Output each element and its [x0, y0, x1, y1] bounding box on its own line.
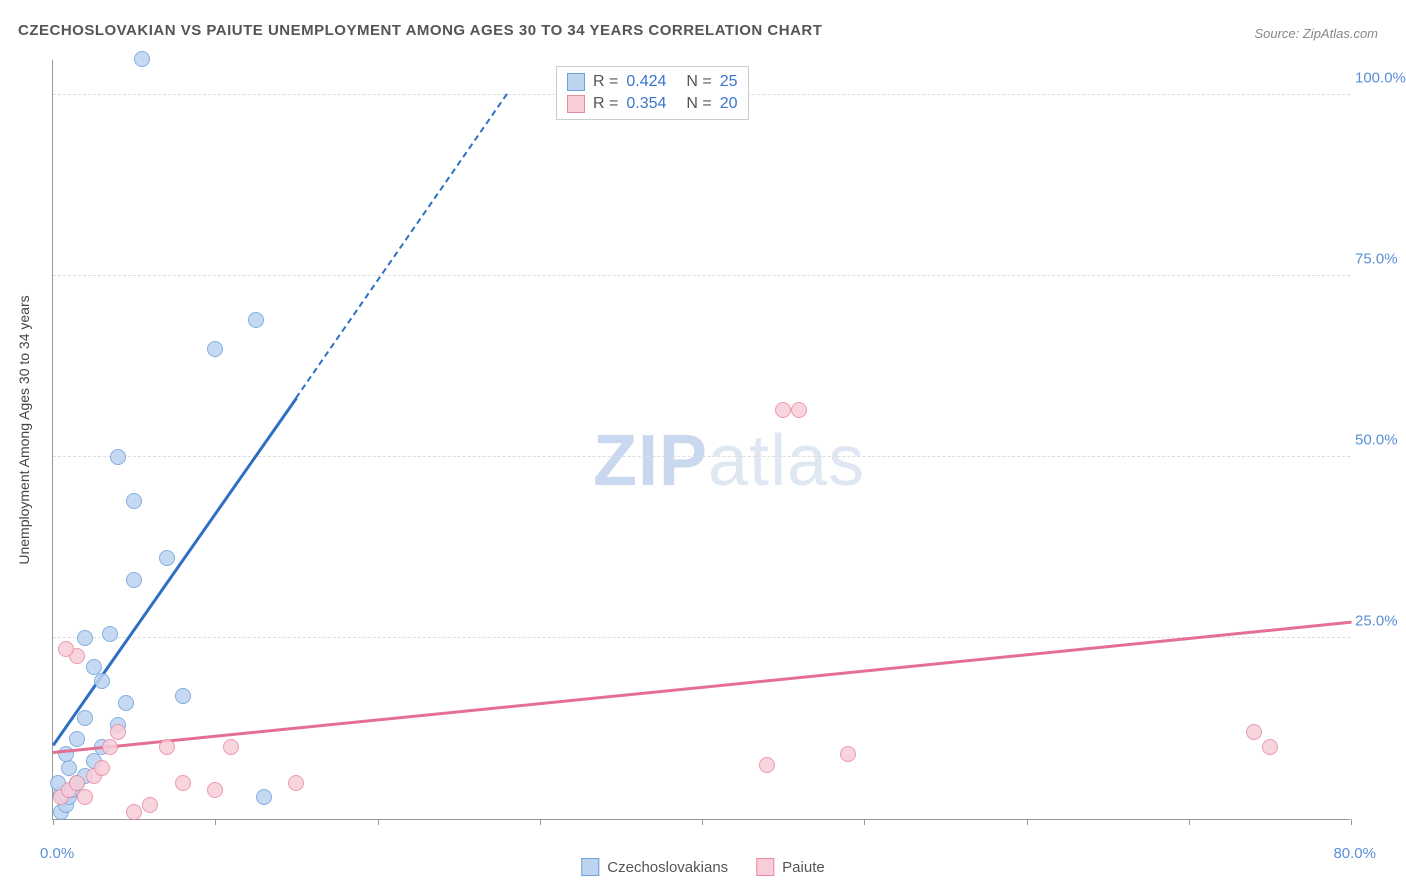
legend-item: Czechoslovakians — [581, 858, 728, 876]
y-tick-label: 25.0% — [1355, 613, 1406, 630]
trend-line-dashed — [296, 94, 509, 399]
x-tick — [1189, 819, 1190, 825]
stat-r-label: R = — [593, 73, 618, 91]
x-tick — [702, 819, 703, 825]
stats-row: R = 0.424 N = 25 — [567, 71, 738, 93]
stat-r-value: 0.354 — [626, 95, 666, 113]
x-tick — [864, 819, 865, 825]
data-point — [775, 402, 791, 418]
data-point — [142, 797, 158, 813]
data-point — [791, 402, 807, 418]
correlation-stats-box: R = 0.424 N = 25 R = 0.354 N = 20 — [556, 66, 749, 120]
trend-line — [53, 621, 1351, 754]
data-point — [159, 739, 175, 755]
data-point — [248, 312, 264, 328]
source-attribution: Source: ZipAtlas.com — [1254, 26, 1378, 41]
y-axis-title: Unemployment Among Ages 30 to 34 years — [16, 295, 32, 564]
legend-label: Czechoslovakians — [607, 859, 728, 876]
data-point — [207, 341, 223, 357]
gridline — [53, 275, 1350, 276]
x-tick — [378, 819, 379, 825]
y-tick-label: 50.0% — [1355, 432, 1406, 449]
watermark-atlas: atlas — [708, 421, 865, 501]
data-point — [77, 789, 93, 805]
data-point — [288, 775, 304, 791]
data-point — [175, 688, 191, 704]
data-point — [126, 493, 142, 509]
data-point — [256, 789, 272, 805]
data-point — [223, 739, 239, 755]
data-point — [134, 51, 150, 67]
y-tick-label: 75.0% — [1355, 251, 1406, 268]
data-point — [840, 746, 856, 762]
x-tick — [1027, 819, 1028, 825]
data-point — [94, 760, 110, 776]
data-point — [126, 572, 142, 588]
x-tick — [540, 819, 541, 825]
data-point — [69, 731, 85, 747]
data-point — [86, 659, 102, 675]
legend-swatch — [581, 858, 599, 876]
data-point — [77, 630, 93, 646]
watermark-zip: ZIP — [593, 421, 708, 501]
data-point — [77, 710, 93, 726]
x-tick — [1351, 819, 1352, 825]
legend: Czechoslovakians Paiute — [581, 858, 824, 876]
plot-area: ZIPatlas 25.0%50.0%75.0%100.0% — [52, 60, 1350, 820]
legend-swatch — [756, 858, 774, 876]
x-axis-max-label: 80.0% — [1333, 845, 1376, 862]
data-point — [1246, 724, 1262, 740]
legend-item: Paiute — [756, 858, 825, 876]
data-point — [102, 626, 118, 642]
stat-r-label: R = — [593, 95, 618, 113]
data-point — [207, 782, 223, 798]
data-point — [102, 739, 118, 755]
data-point — [69, 775, 85, 791]
stat-n-label: N = — [686, 95, 711, 113]
data-point — [58, 641, 74, 657]
data-point — [118, 695, 134, 711]
x-tick — [215, 819, 216, 825]
data-point — [1262, 739, 1278, 755]
x-axis-min-label: 0.0% — [40, 845, 74, 862]
data-point — [126, 804, 142, 820]
chart-title: CZECHOSLOVAKIAN VS PAIUTE UNEMPLOYMENT A… — [18, 22, 822, 39]
data-point — [94, 673, 110, 689]
series-swatch — [567, 73, 585, 91]
stat-r-value: 0.424 — [626, 73, 666, 91]
series-swatch — [567, 95, 585, 113]
data-point — [175, 775, 191, 791]
gridline — [53, 456, 1350, 457]
data-point — [110, 724, 126, 740]
data-point — [110, 449, 126, 465]
data-point — [759, 757, 775, 773]
gridline — [53, 637, 1350, 638]
legend-label: Paiute — [782, 859, 825, 876]
stat-n-value: 20 — [720, 95, 738, 113]
stat-n-label: N = — [686, 73, 711, 91]
x-tick — [53, 819, 54, 825]
stats-row: R = 0.354 N = 20 — [567, 93, 738, 115]
data-point — [159, 550, 175, 566]
y-tick-label: 100.0% — [1355, 70, 1406, 87]
stat-n-value: 25 — [720, 73, 738, 91]
watermark: ZIPatlas — [593, 420, 865, 502]
data-point — [61, 760, 77, 776]
